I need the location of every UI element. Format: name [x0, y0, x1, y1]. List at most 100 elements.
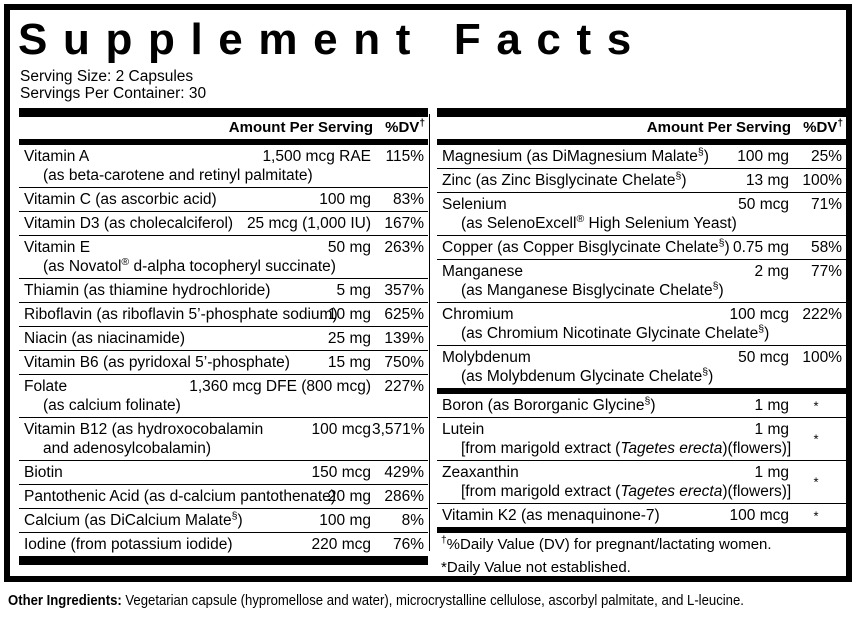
header-top-bar: [19, 108, 428, 117]
nutrient-dv: 76%: [392, 536, 424, 553]
row-divider: [437, 460, 846, 461]
right-column-bottom-bar: [437, 579, 846, 582]
table-row: Magnesium (as DiMagnesium Malate§) 100 m…: [437, 145, 846, 168]
row-divider: [19, 532, 428, 533]
nutrient-amount: 1,360 mcg DFE (800 mcg): [189, 378, 371, 395]
nutrient-dv: 286%: [384, 488, 424, 505]
nutrient-source: and adenosylcobalamin): [43, 440, 212, 457]
table-row: Zinc (as Zinc Bisglycinate Chelate§) 13 …: [437, 169, 846, 192]
table-row: Calcium (as DiCalcium Malate§) 100 mg 8%: [19, 509, 428, 532]
percent-dv-header: %DV†: [803, 118, 843, 136]
table-row: Riboflavin (as riboflavin 5’-phosphate s…: [19, 303, 428, 326]
nutrient-name: Pantothenic Acid (as d-calcium pantothen…: [24, 488, 336, 505]
row-divider: [437, 417, 846, 418]
nutrient-amount: 2 mg: [754, 263, 789, 280]
footnote-separator-bar: [437, 527, 846, 533]
nutrient-dv: 429%: [384, 464, 424, 481]
nutrient-name: Vitamin D3 (as cholecalciferol): [24, 215, 234, 232]
supplement-facts-panel: Supplement Facts Serving Size: 2 Capsule…: [4, 4, 852, 582]
nutrient-dv: 139%: [384, 330, 424, 347]
nutrient-source: (as Chromium Nicotinate Glycinate Chelat…: [461, 322, 770, 342]
table-row: Lutein [from marigold extract (Tagetes e…: [437, 418, 846, 460]
row-divider: [437, 192, 846, 193]
left-column-header: Amount Per Serving %DV†: [19, 117, 428, 139]
table-row: Folate (as calcium folinate) 1,360 mcg D…: [19, 375, 428, 417]
section-separator-bar: [437, 388, 846, 394]
row-divider: [437, 302, 846, 303]
header-bottom-bar: [437, 139, 846, 145]
serving-info: Serving Size: 2 Capsules Servings Per Co…: [20, 68, 206, 102]
nutrient-amount: 100 mcg: [729, 507, 789, 524]
nutrient-name: Lutein: [442, 421, 485, 438]
row-divider: [19, 374, 428, 375]
nutrient-amount: 1 mg: [754, 421, 789, 438]
table-row: Boron (as Bororganic Glycine§) 1 mg *: [437, 394, 846, 417]
row-divider: [19, 350, 428, 351]
nutrient-amount: 15 mg: [327, 354, 371, 371]
nutrient-amount: 50 mg: [327, 239, 371, 256]
nutrient-source: [from marigold extract (Tagetes erecta)(…: [461, 440, 792, 457]
nutrient-amount: 220 mcg: [311, 536, 371, 553]
nutrient-name: Zeaxanthin: [442, 464, 519, 481]
row-divider: [19, 460, 428, 461]
table-row: Pantothenic Acid (as d-calcium pantothen…: [19, 485, 428, 508]
nutrient-source: (as Molybdenum Glycinate Chelate§): [461, 365, 714, 385]
nutrient-amount: 0.75 mg: [732, 239, 789, 256]
nutrient-dv: 58%: [810, 239, 842, 256]
nutrient-dv: 357%: [384, 282, 424, 299]
nutrient-dv: 3,571%: [372, 421, 425, 438]
nutrient-amount: 100 mcg: [729, 306, 789, 323]
nutrient-name: Vitamin B6 (as pyridoxal 5’-phosphate): [24, 354, 290, 371]
table-row: Iodine (from potassium iodide) 220 mcg 7…: [19, 533, 428, 556]
row-divider: [437, 503, 846, 504]
row-divider: [19, 278, 428, 279]
nutrient-dv: 222%: [802, 306, 842, 323]
row-divider: [19, 235, 428, 236]
serving-size: Serving Size: 2 Capsules: [20, 68, 194, 85]
table-row: Vitamin B12 (as hydroxocobalamin and ade…: [19, 418, 428, 460]
table-row: Zeaxanthin [from marigold extract (Taget…: [437, 461, 846, 503]
nutrient-name: Manganese: [442, 263, 524, 280]
nutrient-name: Boron (as Bororganic Glycine§): [442, 394, 656, 414]
amount-per-serving-header: Amount Per Serving: [228, 119, 373, 136]
table-row: Selenium (as SelenoExcell® High Selenium…: [437, 193, 846, 235]
nutrient-name: Molybdenum: [442, 349, 531, 366]
nutrient-amount: 50 mcg: [738, 196, 789, 213]
nutrient-name: Vitamin A: [24, 148, 90, 165]
nutrient-source: (as beta-carotene and retinyl palmitate): [43, 167, 313, 184]
table-row: Copper (as Copper Bisglycinate Chelate§)…: [437, 236, 846, 259]
nutrient-amount: 150 mcg: [311, 464, 371, 481]
row-divider: [19, 187, 428, 188]
nutrient-name: Thiamin (as thiamine hydrochloride): [24, 282, 271, 299]
nutrient-dv: 750%: [384, 354, 424, 371]
nutrient-dv: 115%: [385, 148, 425, 165]
nutrient-dv: 71%: [810, 196, 842, 213]
nutrient-dv: *: [813, 508, 819, 523]
row-divider: [19, 302, 428, 303]
nutrient-amount: 25 mg: [327, 330, 371, 347]
nutrient-name: Calcium (as DiCalcium Malate§): [24, 509, 243, 529]
nutrient-name: Vitamin B12 (as hydroxocobalamin: [24, 421, 264, 438]
nutrient-dv: *: [813, 431, 819, 447]
nutrient-dv: 83%: [392, 191, 424, 208]
nutrient-name: Riboflavin (as riboflavin 5’-phosphate s…: [24, 306, 338, 323]
nutrient-amount: 100 mg: [737, 148, 789, 165]
left-nutrient-column: Amount Per Serving %DV† Vitamin A (as be…: [19, 108, 428, 565]
nutrient-name: Vitamin K2 (as menaquinone-7): [442, 507, 660, 524]
row-divider: [19, 417, 428, 418]
nutrient-amount: 5 mg: [336, 282, 371, 299]
nutrient-source: (as SelenoExcell® High Selenium Yeast): [461, 212, 737, 232]
servings-per-container: Servings Per Container: 30: [20, 85, 207, 102]
nutrient-name: Vitamin E: [24, 239, 91, 256]
column-divider: [429, 114, 430, 551]
nutrient-dv: 263%: [384, 239, 424, 256]
table-row: Thiamin (as thiamine hydrochloride) 5 mg…: [19, 279, 428, 302]
nutrient-dv: 100%: [802, 349, 842, 366]
nutrient-amount: 20 mg: [327, 488, 371, 505]
nutrient-name: Niacin (as niacinamide): [24, 330, 186, 347]
nutrient-source: (as calcium folinate): [43, 397, 181, 414]
table-row: Vitamin C (as ascorbic acid) 100 mg 83%: [19, 188, 428, 211]
nutrient-name: Chromium: [442, 306, 514, 323]
percent-dv-header: %DV†: [385, 118, 425, 136]
row-divider: [437, 168, 846, 169]
